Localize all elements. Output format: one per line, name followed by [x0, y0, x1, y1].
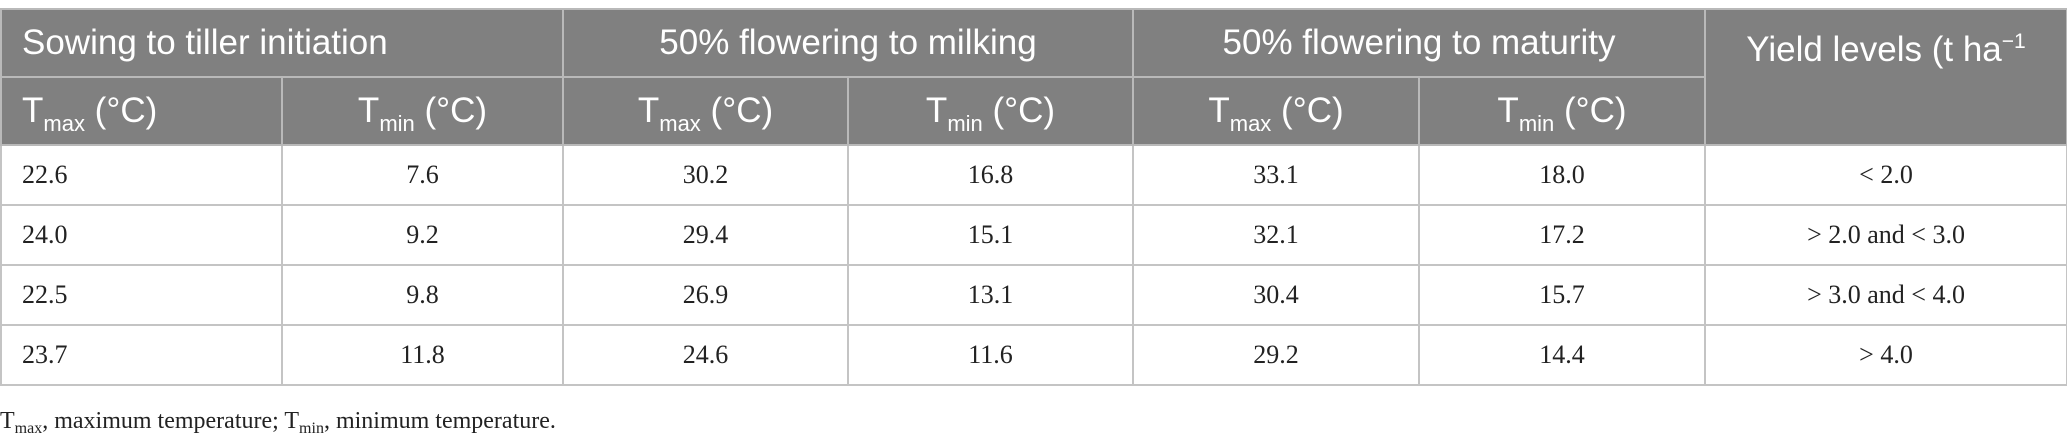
footnote-max-text: , maximum temperature; [42, 408, 285, 434]
table-cell: 11.6 [847, 324, 1134, 386]
group-header-flowering-maturity: 50% flowering to maturity [1131, 8, 1707, 78]
table-cell: 16.8 [847, 144, 1134, 206]
footnote-temp-symbol: T [0, 408, 15, 434]
table-cell: 32.1 [1132, 204, 1420, 266]
table-cell: 14.4 [1417, 324, 1707, 386]
table-cell: 22.6 [0, 144, 283, 206]
col-header-tmin-maturity: Tmin (°C) [1417, 76, 1707, 146]
table-row: 22.5 9.8 26.9 13.1 30.4 15.7 > 3.0 and <… [0, 264, 2067, 326]
table-cell: 24.0 [0, 204, 283, 266]
table-cell: > 2.0 and < 3.0 [1704, 204, 2067, 266]
temp-unit: (°C) [982, 91, 1056, 130]
table-cell: 7.6 [281, 144, 564, 206]
footnote-min-text: , minimum temperature. [323, 408, 556, 434]
table-cell: 13.1 [847, 264, 1134, 326]
temp-unit: (°C) [700, 91, 774, 130]
table-row: 22.6 7.6 30.2 16.8 33.1 18.0 < 2.0 [0, 144, 2067, 206]
temp-unit: (°C) [414, 91, 488, 130]
table-cell: 18.0 [1417, 144, 1707, 206]
col-header-tmin-milking: Tmin (°C) [847, 76, 1134, 146]
table-cell: 26.9 [562, 264, 849, 326]
table-row: 24.0 9.2 29.4 15.1 32.1 17.2 > 2.0 and <… [0, 204, 2067, 266]
table-row: 23.7 11.8 24.6 11.6 29.2 14.4 > 4.0 [0, 324, 2067, 386]
footnote-subscript-max: max [14, 420, 43, 437]
table-cell: > 3.0 and < 4.0 [1704, 264, 2067, 326]
temp-subscript-min: min [379, 111, 415, 136]
col-header-tmax-milking: Tmax (°C) [562, 76, 849, 146]
footnote-temp-symbol: T [284, 408, 300, 434]
col-header-tmin-sowing: Tmin (°C) [281, 76, 564, 146]
col-header-tmax-sowing: Tmax (°C) [0, 76, 283, 146]
temp-unit: (°C) [1554, 91, 1627, 130]
table-cell: 17.2 [1417, 204, 1707, 266]
temp-subscript-min: min [947, 111, 983, 136]
temp-symbol: T [1208, 91, 1230, 130]
table-cell: 24.6 [562, 324, 849, 386]
temp-symbol: T [357, 91, 380, 130]
table-cell: 22.5 [0, 264, 283, 326]
footnote-subscript-min: min [299, 420, 324, 437]
climate-yield-table-container: Sowing to tiller initiation 50% flowerin… [0, 8, 2067, 386]
table-cell: 15.1 [847, 204, 1134, 266]
climate-yield-table: Sowing to tiller initiation 50% flowerin… [0, 8, 2067, 386]
table-footnote: Tmax, maximum temperature; Tmin, minimum… [0, 408, 556, 437]
table-cell: 11.8 [281, 324, 564, 386]
temp-unit: (°C) [1271, 91, 1344, 130]
temp-symbol: T [925, 91, 948, 130]
temp-subscript-max: max [1229, 111, 1272, 136]
table-cell: 29.4 [562, 204, 849, 266]
yield-label: Yield levels (t ha [1746, 30, 2002, 69]
temp-subscript-max: max [659, 111, 701, 136]
yield-levels-header: Yield levels (t ha−1 [1704, 8, 2067, 146]
temp-symbol: T [637, 91, 660, 130]
table-cell: 15.7 [1417, 264, 1707, 326]
table-cell: 23.7 [0, 324, 283, 386]
table-cell: < 2.0 [1704, 144, 2067, 206]
header-sub-row: Tmax (°C) Tmin (°C) Tmax (°C) Tmin (°C) … [0, 76, 2067, 146]
temp-unit: (°C) [84, 91, 158, 130]
group-header-flowering-milking: 50% flowering to milking [562, 8, 1134, 78]
table-cell: 33.1 [1132, 144, 1420, 206]
table-cell: > 4.0 [1704, 324, 2067, 386]
temp-subscript-max: max [43, 111, 85, 136]
table-header: Sowing to tiller initiation 50% flowerin… [0, 8, 2067, 146]
temp-subscript-min: min [1518, 111, 1555, 136]
table-cell: 29.2 [1132, 324, 1420, 386]
col-header-tmax-maturity: Tmax (°C) [1132, 76, 1420, 146]
table-cell: 9.8 [281, 264, 564, 326]
table-cell: 30.2 [562, 144, 849, 206]
temp-symbol: T [1497, 91, 1519, 130]
header-group-row: Sowing to tiller initiation 50% flowerin… [0, 8, 2067, 146]
table-cell: 9.2 [281, 204, 564, 266]
temp-symbol: T [22, 91, 44, 130]
yield-unit-exponent: −1 [2001, 30, 2026, 53]
table-body: 22.6 7.6 30.2 16.8 33.1 18.0 < 2.0 24.0 … [0, 144, 2067, 386]
table-cell: 30.4 [1132, 264, 1420, 326]
group-header-sowing: Sowing to tiller initiation [0, 8, 564, 78]
